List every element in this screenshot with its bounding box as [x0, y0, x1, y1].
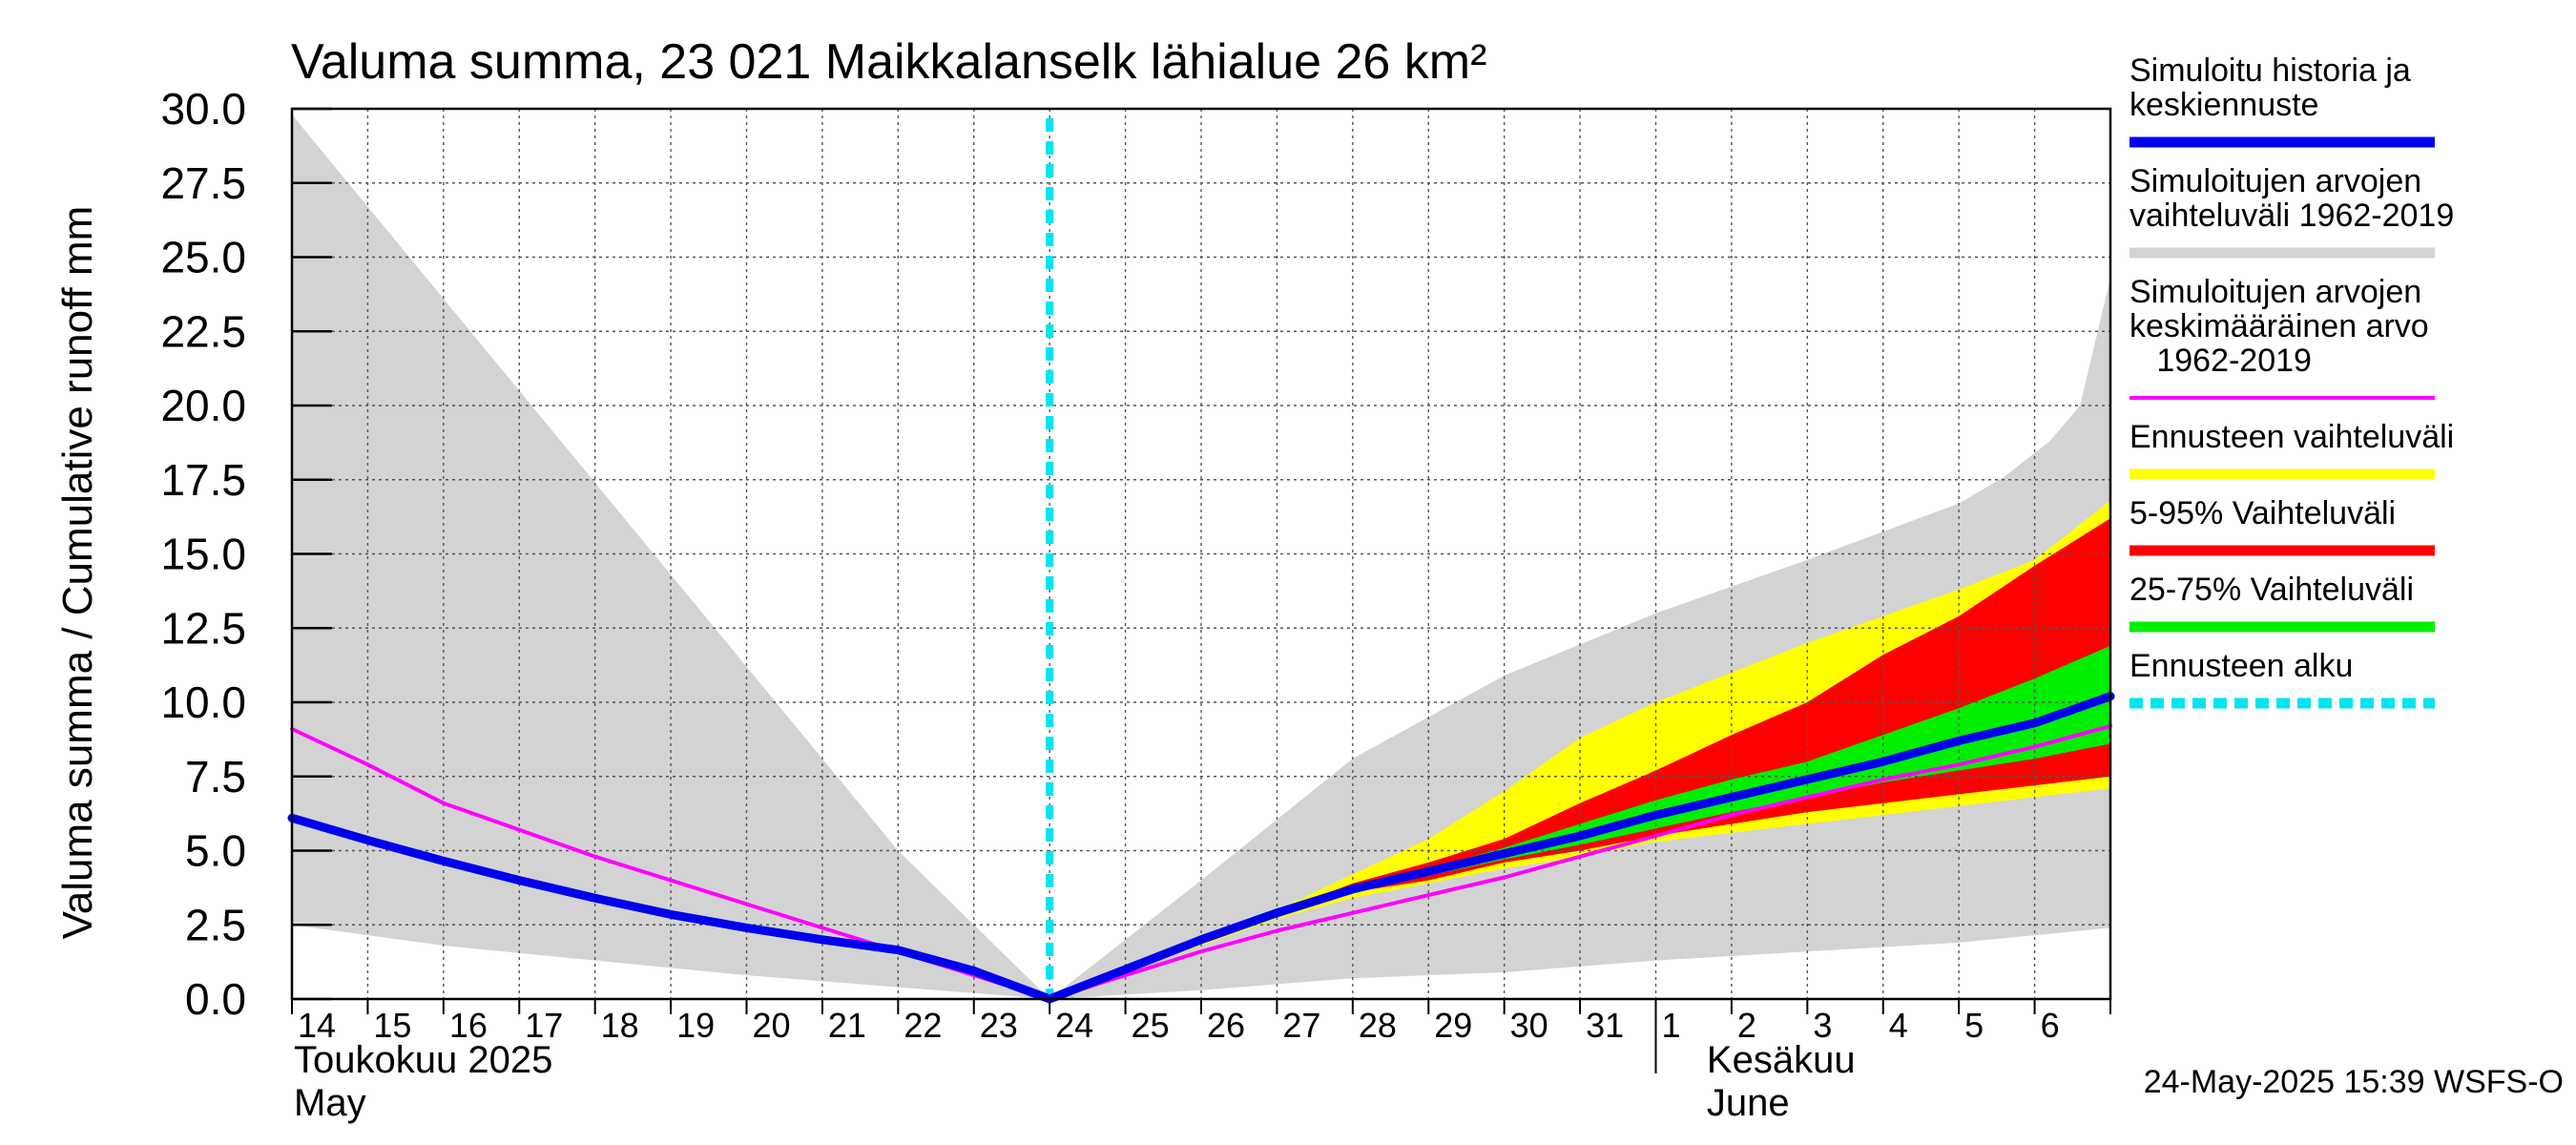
x-tick-label: 17: [525, 1006, 563, 1045]
series-line-1: [287, 692, 2115, 1004]
x-tick-label: 19: [676, 1006, 715, 1045]
legend-label-0: Simuloitu historia ja: [2129, 52, 2411, 89]
x-tick-label: 2: [1737, 1006, 1756, 1045]
month-label-june-en: June: [1707, 1082, 1790, 1124]
y-tick-label: 20.0: [160, 381, 246, 430]
legend-label-0: keskiennuste: [2129, 87, 2318, 123]
x-tick-label: 31: [1586, 1006, 1624, 1045]
legend-label-3: Ennusteen vaihteluväli: [2129, 419, 2454, 455]
x-tick-label: 5: [1964, 1006, 1984, 1045]
x-tick-label: 22: [904, 1006, 942, 1045]
y-tick-label: 15.0: [160, 530, 246, 579]
x-tick-label: 27: [1282, 1006, 1320, 1045]
month-label-may-fi: Toukokuu 2025: [294, 1039, 552, 1081]
x-tick-label: 6: [2041, 1006, 2060, 1045]
y-tick-label: 22.5: [160, 306, 246, 356]
x-tick-label: 16: [449, 1006, 488, 1045]
x-tick-label: 26: [1207, 1006, 1245, 1045]
legend-label-4: 5-95% Vaihteluväli: [2129, 495, 2396, 531]
legend-label-2: 1962-2019: [2129, 343, 2312, 379]
legend-label-2: Simuloitujen arvojen: [2129, 274, 2421, 310]
y-axis-label: Valuma summa / Cumulative runoff mm: [54, 206, 101, 940]
x-tick-label: 15: [373, 1006, 411, 1045]
x-tick-label: 25: [1132, 1006, 1170, 1045]
y-tick-label: 30.0: [160, 84, 246, 134]
x-tick-label: 4: [1889, 1006, 1908, 1045]
legend-label-1: Simuloitujen arvojen: [2129, 163, 2421, 199]
x-tick-label: 20: [753, 1006, 791, 1045]
legend-label-5: 25-75% Vaihteluväli: [2129, 572, 2414, 608]
x-tick-label: 14: [298, 1006, 336, 1045]
x-tick-label: 29: [1434, 1006, 1472, 1045]
x-tick-label: 3: [1813, 1006, 1832, 1045]
timestamp-footer: 24-May-2025 15:39 WSFS-O: [2144, 1064, 2564, 1100]
y-tick-label: 5.0: [185, 826, 246, 876]
band-1: [1049, 500, 2110, 999]
y-tick-label: 27.5: [160, 158, 246, 208]
chart-grid: [292, 109, 2110, 999]
x-tick-label: 23: [980, 1006, 1018, 1045]
x-tick-label: 24: [1055, 1006, 1093, 1045]
legend-label-6: Ennusteen alku: [2129, 648, 2353, 684]
month-label-may-en: May: [294, 1082, 366, 1124]
x-tick-label: 30: [1510, 1006, 1548, 1045]
y-tick-label: 25.0: [160, 233, 246, 282]
y-tick-label: 2.5: [185, 900, 246, 949]
chart-lines: [287, 692, 2115, 1004]
x-tick-label: 18: [601, 1006, 639, 1045]
x-tick-label: 28: [1359, 1006, 1397, 1045]
legend-label-2: keskimääräinen arvo: [2129, 308, 2429, 344]
x-tick-label: 1: [1662, 1006, 1681, 1045]
legend-label-1: vaihteluväli 1962-2019: [2129, 198, 2454, 234]
y-tick-label: 10.0: [160, 677, 246, 727]
x-tick-label: 21: [828, 1006, 866, 1045]
month-label-june-fi: Kesäkuu: [1707, 1039, 1856, 1081]
y-tick-label: 7.5: [185, 752, 246, 802]
y-tick-label: 0.0: [185, 974, 246, 1024]
series-line-0: [290, 723, 2112, 1001]
y-tick-label: 12.5: [160, 603, 246, 653]
chart-axes: 0.0 2.5 5.0 7.5 10.0 12.5 15.0 17.5 20.0 22.5 25.0…: [160, 84, 2111, 1124]
y-tick-label: 17.5: [160, 455, 246, 505]
chart-title: Valuma summa, 23 021 Maikkalanselk lähia…: [291, 34, 1486, 90]
